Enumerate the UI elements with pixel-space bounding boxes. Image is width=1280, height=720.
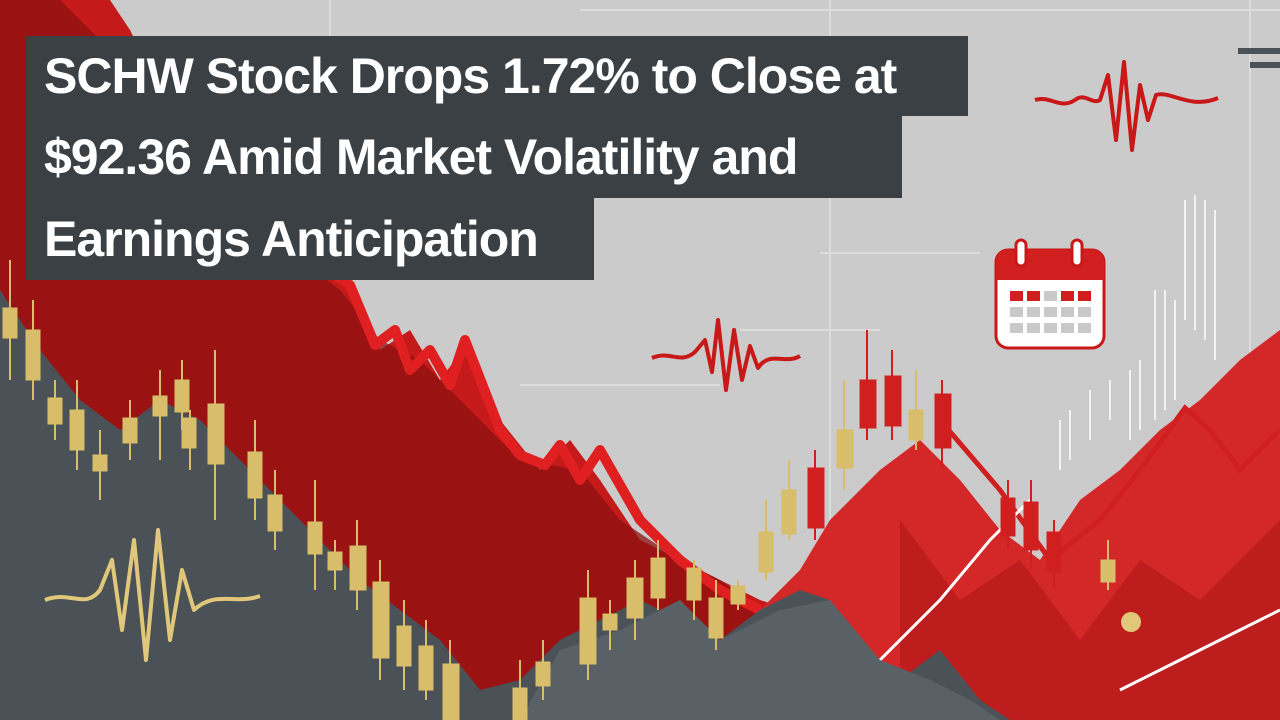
top-right-dashes	[1238, 48, 1280, 68]
dark-gray-area	[0, 290, 1010, 720]
red-candlesticks	[807, 330, 1062, 590]
gold-waveform-icon	[44, 528, 261, 662]
white-tick-marks	[1059, 195, 1216, 470]
red-waveform-icon-top	[1034, 60, 1219, 152]
gray-area-shade	[520, 600, 1000, 720]
calendar-icon	[994, 238, 1106, 350]
white-rising-line-2	[1119, 608, 1280, 692]
price-trend-line	[317, 260, 763, 615]
headline-line-1: SCHW Stock Drops 1.72% to Close at	[26, 36, 968, 116]
red-area-right-shade	[900, 520, 1280, 720]
headline-line-2: $92.36 Amid Market Volatility and	[26, 116, 902, 198]
red-waveform-icon-middle	[651, 318, 802, 392]
gold-candlesticks	[2, 260, 1116, 720]
gold-dot	[1121, 612, 1141, 632]
headline-line-3: Earnings Anticipation	[26, 198, 594, 280]
